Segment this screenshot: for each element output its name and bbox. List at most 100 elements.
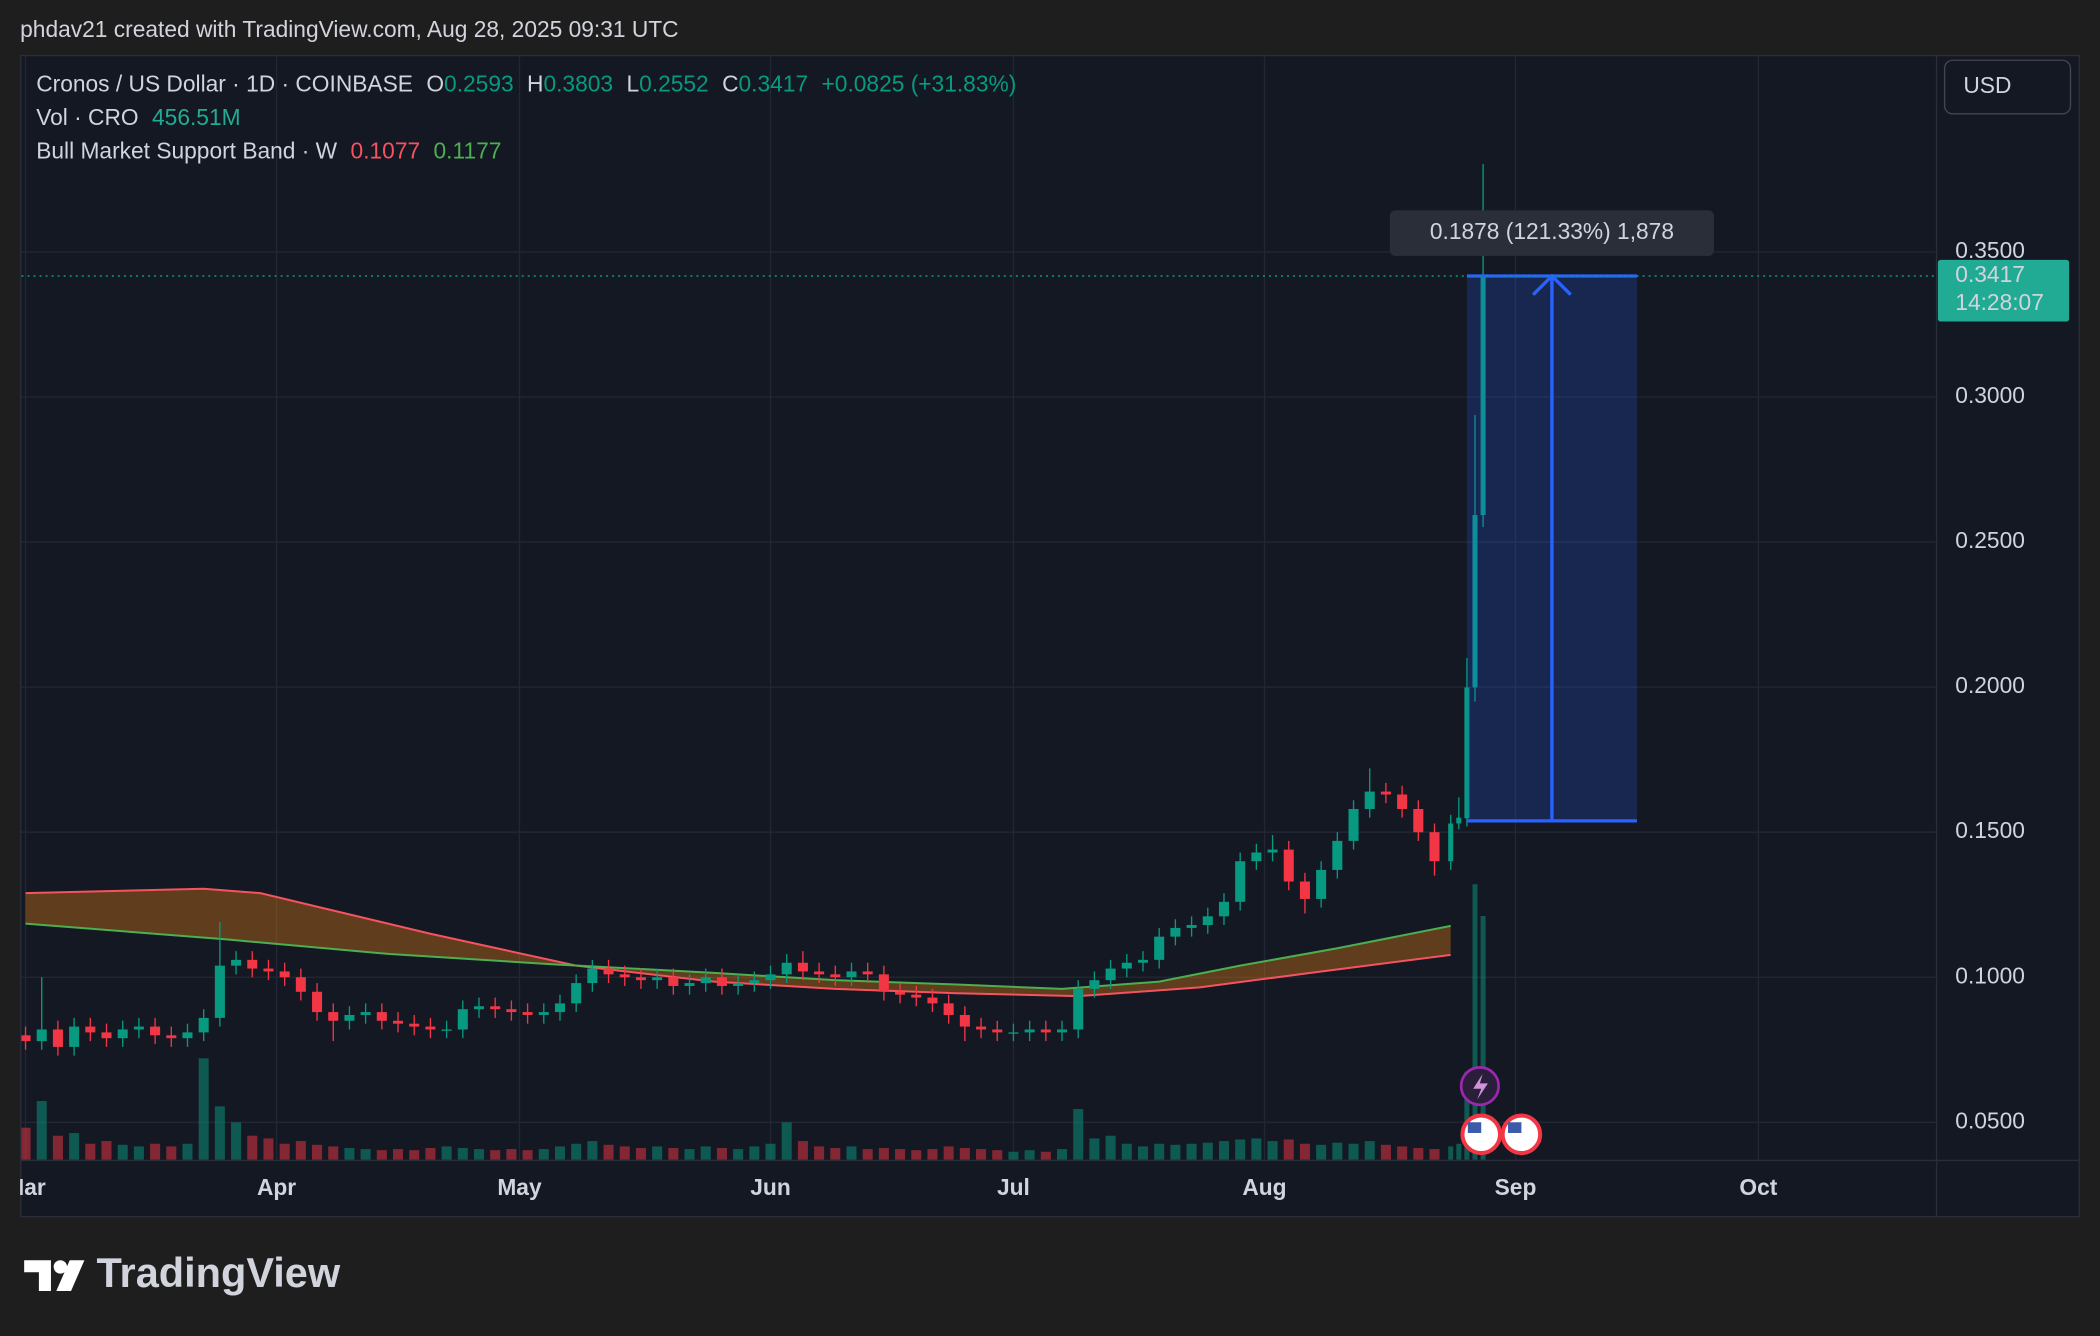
x-tick-label: Oct [1739, 1174, 1777, 1200]
candle-body [21, 1035, 31, 1042]
x-tick-label: Jul [997, 1174, 1030, 1200]
volume-bar [1397, 1146, 1408, 1160]
ohlc-value: 0.2593 [444, 71, 514, 97]
volume-bar [1170, 1144, 1181, 1160]
currency-label[interactable]: USD [1963, 72, 2011, 98]
flag-event[interactable] [1460, 1113, 1502, 1156]
logo: TradingView [24, 1249, 341, 1296]
candle-body [716, 977, 727, 986]
candle-body [797, 962, 808, 972]
logo-mark [24, 1260, 51, 1292]
measure-arrowhead [1531, 273, 1572, 296]
candle-body [36, 1029, 47, 1042]
candle-body [522, 1012, 533, 1015]
candle-body [927, 997, 938, 1004]
candle-body [425, 1026, 436, 1030]
candle-body [214, 965, 225, 1018]
volume-bar [376, 1150, 387, 1160]
logo-dot [53, 1260, 68, 1274]
volume-bar [652, 1146, 663, 1160]
volume-bar [1429, 1149, 1440, 1160]
volume-bar [506, 1149, 517, 1160]
volume-bar [1137, 1146, 1149, 1160]
volume-bar [895, 1149, 906, 1160]
volume-bar [603, 1144, 614, 1160]
volume-bar [1480, 915, 1486, 1160]
candle-body [1089, 980, 1100, 989]
candle-body [360, 1012, 371, 1015]
volume-bar [749, 1146, 760, 1160]
volume-bar [733, 1149, 744, 1160]
candle-body [733, 983, 744, 986]
volume-bar [425, 1148, 436, 1160]
ohlc-letter: H [527, 71, 543, 97]
candle-body [652, 977, 663, 981]
x-tick-label: Apr [257, 1174, 296, 1200]
candle-body [1040, 1029, 1051, 1033]
volume-bar [1380, 1144, 1391, 1160]
volume-bar [862, 1149, 873, 1160]
x-tick-label: Sep [1495, 1174, 1537, 1200]
volume-bar [927, 1149, 938, 1160]
volume-bar [797, 1141, 808, 1160]
candle-body [1413, 808, 1424, 833]
flag-canton [1467, 1122, 1482, 1133]
volume-bar [992, 1150, 1003, 1160]
candle-body [1073, 988, 1084, 1030]
volume-bar [1218, 1141, 1229, 1160]
currency-button[interactable] [1943, 59, 2072, 115]
candle-body [1299, 881, 1310, 899]
volume-bar [441, 1146, 452, 1160]
candle-body [279, 971, 290, 978]
candle-body [409, 1023, 420, 1027]
volume-bar [1283, 1139, 1294, 1160]
volume-bar [247, 1135, 258, 1160]
volume-bar [1364, 1141, 1375, 1160]
volume-bar [21, 1127, 31, 1160]
volume-bar [943, 1146, 954, 1160]
flag-event[interactable] [1500, 1113, 1543, 1156]
candle-body [263, 968, 274, 972]
candle-body [1283, 849, 1294, 882]
candle-body [749, 980, 760, 984]
volume-bar [279, 1143, 290, 1160]
volume-bar [312, 1144, 323, 1160]
y-tick-label: 0.3000 [1955, 382, 2025, 408]
volume-bar [182, 1143, 193, 1160]
y-tick-label: 0.2000 [1955, 672, 2025, 698]
candle-body [1348, 808, 1359, 841]
x-tick-label: Mar [5, 1174, 46, 1200]
price-label-box [1937, 259, 2070, 322]
candle-body [1429, 832, 1440, 862]
candle-body [1316, 869, 1327, 899]
candle-body [457, 1009, 468, 1030]
candle-body [587, 968, 598, 984]
volume-bar [1073, 1109, 1084, 1160]
candle-body [473, 1006, 485, 1010]
candle-body [1170, 927, 1181, 937]
volume-bar [198, 1058, 209, 1160]
candle-body [150, 1026, 161, 1036]
y-tick-label: 0.1500 [1955, 817, 2025, 843]
volume-bar [830, 1148, 841, 1160]
legend-volume: Vol · CRO 456.51M [36, 104, 240, 130]
candle-body [133, 1026, 144, 1030]
candle-body [538, 1012, 549, 1015]
candle-body [1235, 861, 1246, 902]
volume-bar [554, 1146, 565, 1160]
volume-bar [1472, 884, 1478, 1160]
candle-body [1380, 791, 1391, 795]
candle-body [344, 1014, 355, 1021]
legend-main: Cronos / US Dollar · 1D · COINBASE O0.259… [36, 71, 1016, 97]
ohlc: O0.2593 H0.3803 L0.2552 C0.3417 +0.0825 (+31… [426, 71, 1016, 97]
candle-body [1472, 515, 1478, 688]
candle-body [1137, 959, 1149, 963]
candle-body [959, 1014, 970, 1027]
measure-label-box [1389, 210, 1714, 256]
candle-body [700, 977, 711, 984]
x-tick-label: Jun [750, 1174, 790, 1200]
volume-bar [1299, 1143, 1310, 1160]
volume-bar [393, 1149, 404, 1160]
volume-bar [1332, 1142, 1343, 1160]
